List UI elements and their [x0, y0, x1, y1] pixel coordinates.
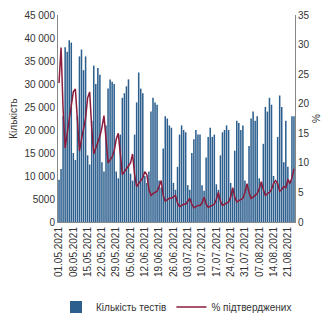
svg-text:10.07.2021: 10.07.2021 — [196, 227, 207, 277]
svg-text:0: 0 — [49, 217, 55, 228]
svg-text:08.05.2021: 08.05.2021 — [68, 227, 79, 277]
svg-text:10: 10 — [298, 157, 310, 168]
svg-text:45 000: 45 000 — [24, 10, 55, 21]
svg-text:20 000: 20 000 — [24, 125, 55, 136]
svg-text:30: 30 — [298, 39, 310, 50]
svg-text:% підтверджених: % підтверджених — [211, 302, 291, 313]
svg-text:Кількість тестів: Кількість тестів — [96, 302, 166, 313]
svg-text:20: 20 — [298, 98, 310, 109]
svg-text:21.08.2021: 21.08.2021 — [282, 227, 293, 277]
svg-text:07.08.2021: 07.08.2021 — [254, 227, 265, 277]
svg-text:19.06.2021: 19.06.2021 — [153, 227, 164, 277]
svg-text:24.07.2021: 24.07.2021 — [225, 227, 236, 277]
svg-text:25: 25 — [298, 69, 310, 80]
svg-text:15 000: 15 000 — [24, 148, 55, 159]
svg-text:5: 5 — [298, 187, 304, 198]
svg-text:10 000: 10 000 — [24, 171, 55, 182]
svg-text:17.07.2021: 17.07.2021 — [211, 227, 222, 277]
svg-text:31.07.2021: 31.07.2021 — [239, 227, 250, 277]
svg-text:15.05.2021: 15.05.2021 — [82, 227, 93, 277]
svg-text:01.05.2021: 01.05.2021 — [53, 227, 64, 277]
svg-text:29.05.2021: 29.05.2021 — [110, 227, 121, 277]
svg-text:30 000: 30 000 — [24, 79, 55, 90]
svg-text:14.08.2021: 14.08.2021 — [268, 227, 279, 277]
svg-text:25 000: 25 000 — [24, 102, 55, 113]
svg-text:22.05.2021: 22.05.2021 — [96, 227, 107, 277]
svg-text:03.07.2021: 03.07.2021 — [182, 227, 193, 277]
svg-text:Кількість: Кількість — [8, 98, 19, 138]
svg-text:35: 35 — [298, 10, 310, 21]
svg-text:15: 15 — [298, 128, 310, 139]
svg-text:05.06.2021: 05.06.2021 — [125, 227, 136, 277]
svg-text:0: 0 — [298, 217, 304, 228]
svg-text:%: % — [311, 114, 322, 123]
svg-text:26.06.2021: 26.06.2021 — [168, 227, 179, 277]
svg-text:40 000: 40 000 — [24, 33, 55, 44]
svg-text:35 000: 35 000 — [24, 56, 55, 67]
svg-text:5000: 5000 — [33, 194, 56, 205]
svg-text:12.06.2021: 12.06.2021 — [139, 227, 150, 277]
